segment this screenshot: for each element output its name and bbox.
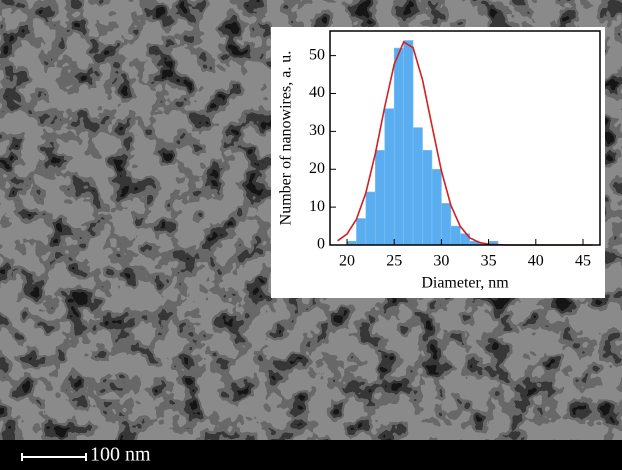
bar [422,150,433,246]
plot-frame [329,30,601,246]
y-tick-label: 50 [309,46,325,63]
x-tick-label: 35 [481,253,497,270]
y-axis-label: Number of nanowires, a. u. [278,51,295,226]
bar [403,40,414,246]
inset-chart: 20 25 30 35 40 45 0 10 20 30 40 50 [309,40,593,270]
info-bar [0,440,622,465]
y-tick-label: 30 [309,122,325,139]
x-tick-label: 25 [386,253,402,270]
y-tick-label: 40 [309,84,325,101]
x-tick-label: 45 [575,253,591,270]
x-axis-label: Diameter, nm [421,275,509,292]
x-tick-label: 30 [433,253,449,270]
bar [375,150,386,246]
x-tick-label: 20 [339,253,355,270]
y-tick-label: 20 [309,160,325,177]
bar [393,47,404,246]
bar [384,108,395,246]
inset-background [271,27,605,298]
bar [450,225,461,246]
x-tick-label: 40 [528,253,544,270]
bar [365,191,376,246]
y-tick-label: 10 [309,198,325,215]
y-tick-label: 0 [317,236,325,253]
scale-bar-label: 100 nm [90,444,151,465]
bar [441,203,452,246]
bar [356,218,367,246]
bar [431,168,442,246]
bar [412,127,423,246]
